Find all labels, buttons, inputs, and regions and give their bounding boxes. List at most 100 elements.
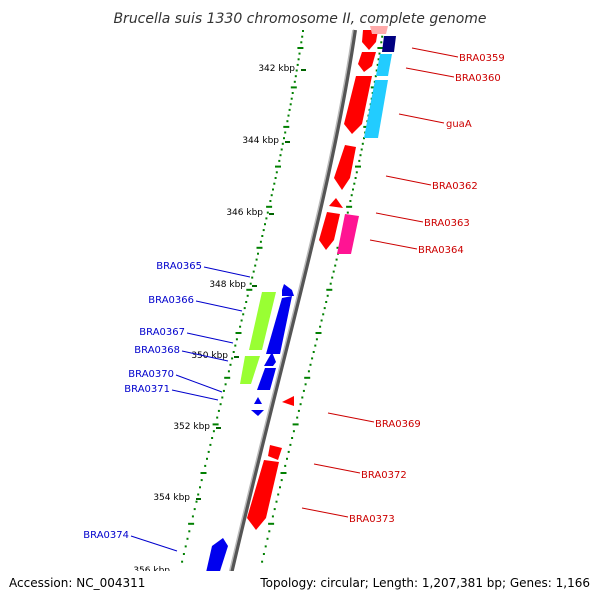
gc-dot xyxy=(188,530,191,533)
gc-dot xyxy=(271,515,274,518)
gene-label: BRA0368 xyxy=(134,345,180,356)
gc-dot xyxy=(322,313,325,316)
gc-dot xyxy=(216,416,219,419)
gc-dot xyxy=(206,457,208,460)
callout-line xyxy=(327,412,375,423)
gene-label: BRA0363 xyxy=(424,218,470,229)
gc-dot xyxy=(195,500,198,503)
gc-dot xyxy=(251,276,254,279)
callout-line xyxy=(405,67,455,78)
gc-dot xyxy=(219,403,222,406)
gene-feature-BRA0372 xyxy=(268,445,282,460)
gc-dot xyxy=(352,188,354,191)
gc-dot xyxy=(319,325,322,328)
gene-feature-BRA0366 xyxy=(266,296,292,354)
gc-dot xyxy=(246,288,253,291)
gc-dot xyxy=(204,464,207,467)
gc-dot xyxy=(300,41,303,44)
gc-dot xyxy=(270,194,273,197)
gc-dot xyxy=(279,486,281,489)
gc-dot xyxy=(323,307,326,310)
gene-label: BRA0367 xyxy=(139,327,185,338)
gc-dot xyxy=(309,363,312,366)
gene-label: BRA0369 xyxy=(375,419,421,430)
gc-dot xyxy=(272,188,274,191)
gc-dot xyxy=(266,205,273,208)
gc-dot xyxy=(231,357,234,360)
gc-dot xyxy=(261,235,264,237)
gc-dot xyxy=(287,114,290,117)
gene-label: BRA0364 xyxy=(418,245,464,256)
gc-dot xyxy=(283,137,285,140)
gc-dot xyxy=(279,154,282,157)
gc-dot xyxy=(266,537,269,540)
gc-dot xyxy=(242,313,245,316)
gene-label: BRA0359 xyxy=(459,53,505,64)
tick-label: 342 kbp xyxy=(258,64,295,74)
gene-feature-BRA0365 xyxy=(282,284,294,296)
gc-dot xyxy=(265,217,268,220)
callout-line xyxy=(301,507,349,518)
gc-dot xyxy=(311,357,314,360)
gc-dot xyxy=(264,223,266,226)
gene-feature-BRA0371b xyxy=(251,410,264,416)
gc-dot xyxy=(346,205,353,208)
gc-dot xyxy=(199,486,201,489)
tick-label: 354 kbp xyxy=(153,493,190,503)
gene-feature-BRA0363 xyxy=(329,198,343,208)
gene-label: BRA0372 xyxy=(361,470,407,481)
gc-dot xyxy=(235,338,238,341)
gc-dot xyxy=(315,332,322,334)
gc-dot xyxy=(346,211,349,214)
gc-dot xyxy=(277,493,280,496)
gc-dot xyxy=(294,75,297,78)
tick-label: 348 kbp xyxy=(209,280,246,290)
gc-dot xyxy=(289,443,292,446)
gene-feature-BRA0364 xyxy=(337,214,359,254)
callout-line xyxy=(203,266,251,278)
gc-dot xyxy=(200,479,203,482)
gc-dot xyxy=(354,177,357,179)
topology-summary: Topology: circular; Length: 1,207,381 bp… xyxy=(259,576,590,590)
gc-dot xyxy=(286,120,289,123)
callout-line xyxy=(186,332,234,344)
gc-dot xyxy=(268,530,271,533)
callout-line xyxy=(171,389,219,401)
gene-label: BRA0362 xyxy=(432,181,478,192)
gc-dot xyxy=(274,177,277,179)
gc-dot xyxy=(312,351,315,353)
gc-dot xyxy=(287,450,290,453)
gc-dot xyxy=(234,344,237,347)
gc-dot xyxy=(256,246,263,249)
gc-dot xyxy=(326,294,329,297)
gc-dot xyxy=(304,383,307,386)
gc-dot xyxy=(325,301,328,303)
gc-dot xyxy=(296,416,299,419)
gene-feature-BRA0373 xyxy=(247,460,279,530)
gc-dot xyxy=(353,182,356,185)
gc-dot xyxy=(315,338,318,341)
gc-dot xyxy=(266,211,269,214)
gc-dot xyxy=(280,479,283,482)
gene-labels-right: BRA0359 BRA0360 guaA BRA0362 BRA0363 BRA… xyxy=(301,47,505,525)
gc-dot xyxy=(355,165,361,168)
gene-label: BRA0365 xyxy=(156,261,202,272)
gc-dot xyxy=(217,409,220,412)
gc-dot xyxy=(269,200,272,202)
gc-dot xyxy=(257,252,259,255)
gene-feature-pink xyxy=(370,26,388,34)
gc-content-track xyxy=(181,30,384,563)
gc-dot xyxy=(249,282,252,285)
gc-dot xyxy=(193,508,196,511)
gc-dot xyxy=(262,553,265,555)
accession-text: Accession: NC_004311 xyxy=(9,576,145,590)
callout-line xyxy=(398,113,445,124)
gene-labels-left: BRA0365 BRA0366 BRA0367 BRA0368 BRA0370 … xyxy=(83,261,251,552)
gc-dot xyxy=(381,35,384,38)
gc-dot xyxy=(361,142,364,145)
gc-dot xyxy=(293,80,296,83)
gc-dot xyxy=(273,182,276,185)
gc-dot xyxy=(246,294,249,297)
callout-line xyxy=(385,175,432,186)
gc-dot xyxy=(299,403,302,406)
